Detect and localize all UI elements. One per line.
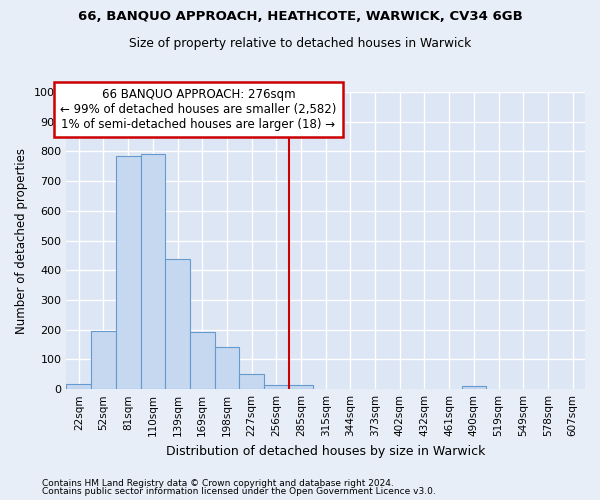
Text: 66, BANQUO APPROACH, HEATHCOTE, WARWICK, CV34 6GB: 66, BANQUO APPROACH, HEATHCOTE, WARWICK,… xyxy=(77,10,523,23)
Text: Contains HM Land Registry data © Crown copyright and database right 2024.: Contains HM Land Registry data © Crown c… xyxy=(42,478,394,488)
Bar xyxy=(461,386,486,389)
Bar xyxy=(215,346,239,389)
Text: Contains public sector information licensed under the Open Government Licence v3: Contains public sector information licen… xyxy=(42,487,436,496)
Bar xyxy=(116,156,140,389)
Bar xyxy=(289,386,313,389)
Bar xyxy=(91,330,116,389)
Text: Size of property relative to detached houses in Warwick: Size of property relative to detached ho… xyxy=(129,38,471,51)
Bar xyxy=(140,154,165,389)
Y-axis label: Number of detached properties: Number of detached properties xyxy=(15,148,28,334)
Text: 66 BANQUO APPROACH: 276sqm
← 99% of detached houses are smaller (2,582)
1% of se: 66 BANQUO APPROACH: 276sqm ← 99% of deta… xyxy=(61,88,337,132)
Bar xyxy=(67,384,91,389)
Bar xyxy=(165,259,190,389)
Bar xyxy=(239,374,264,389)
X-axis label: Distribution of detached houses by size in Warwick: Distribution of detached houses by size … xyxy=(166,444,485,458)
Bar xyxy=(190,332,215,389)
Bar xyxy=(264,385,289,389)
